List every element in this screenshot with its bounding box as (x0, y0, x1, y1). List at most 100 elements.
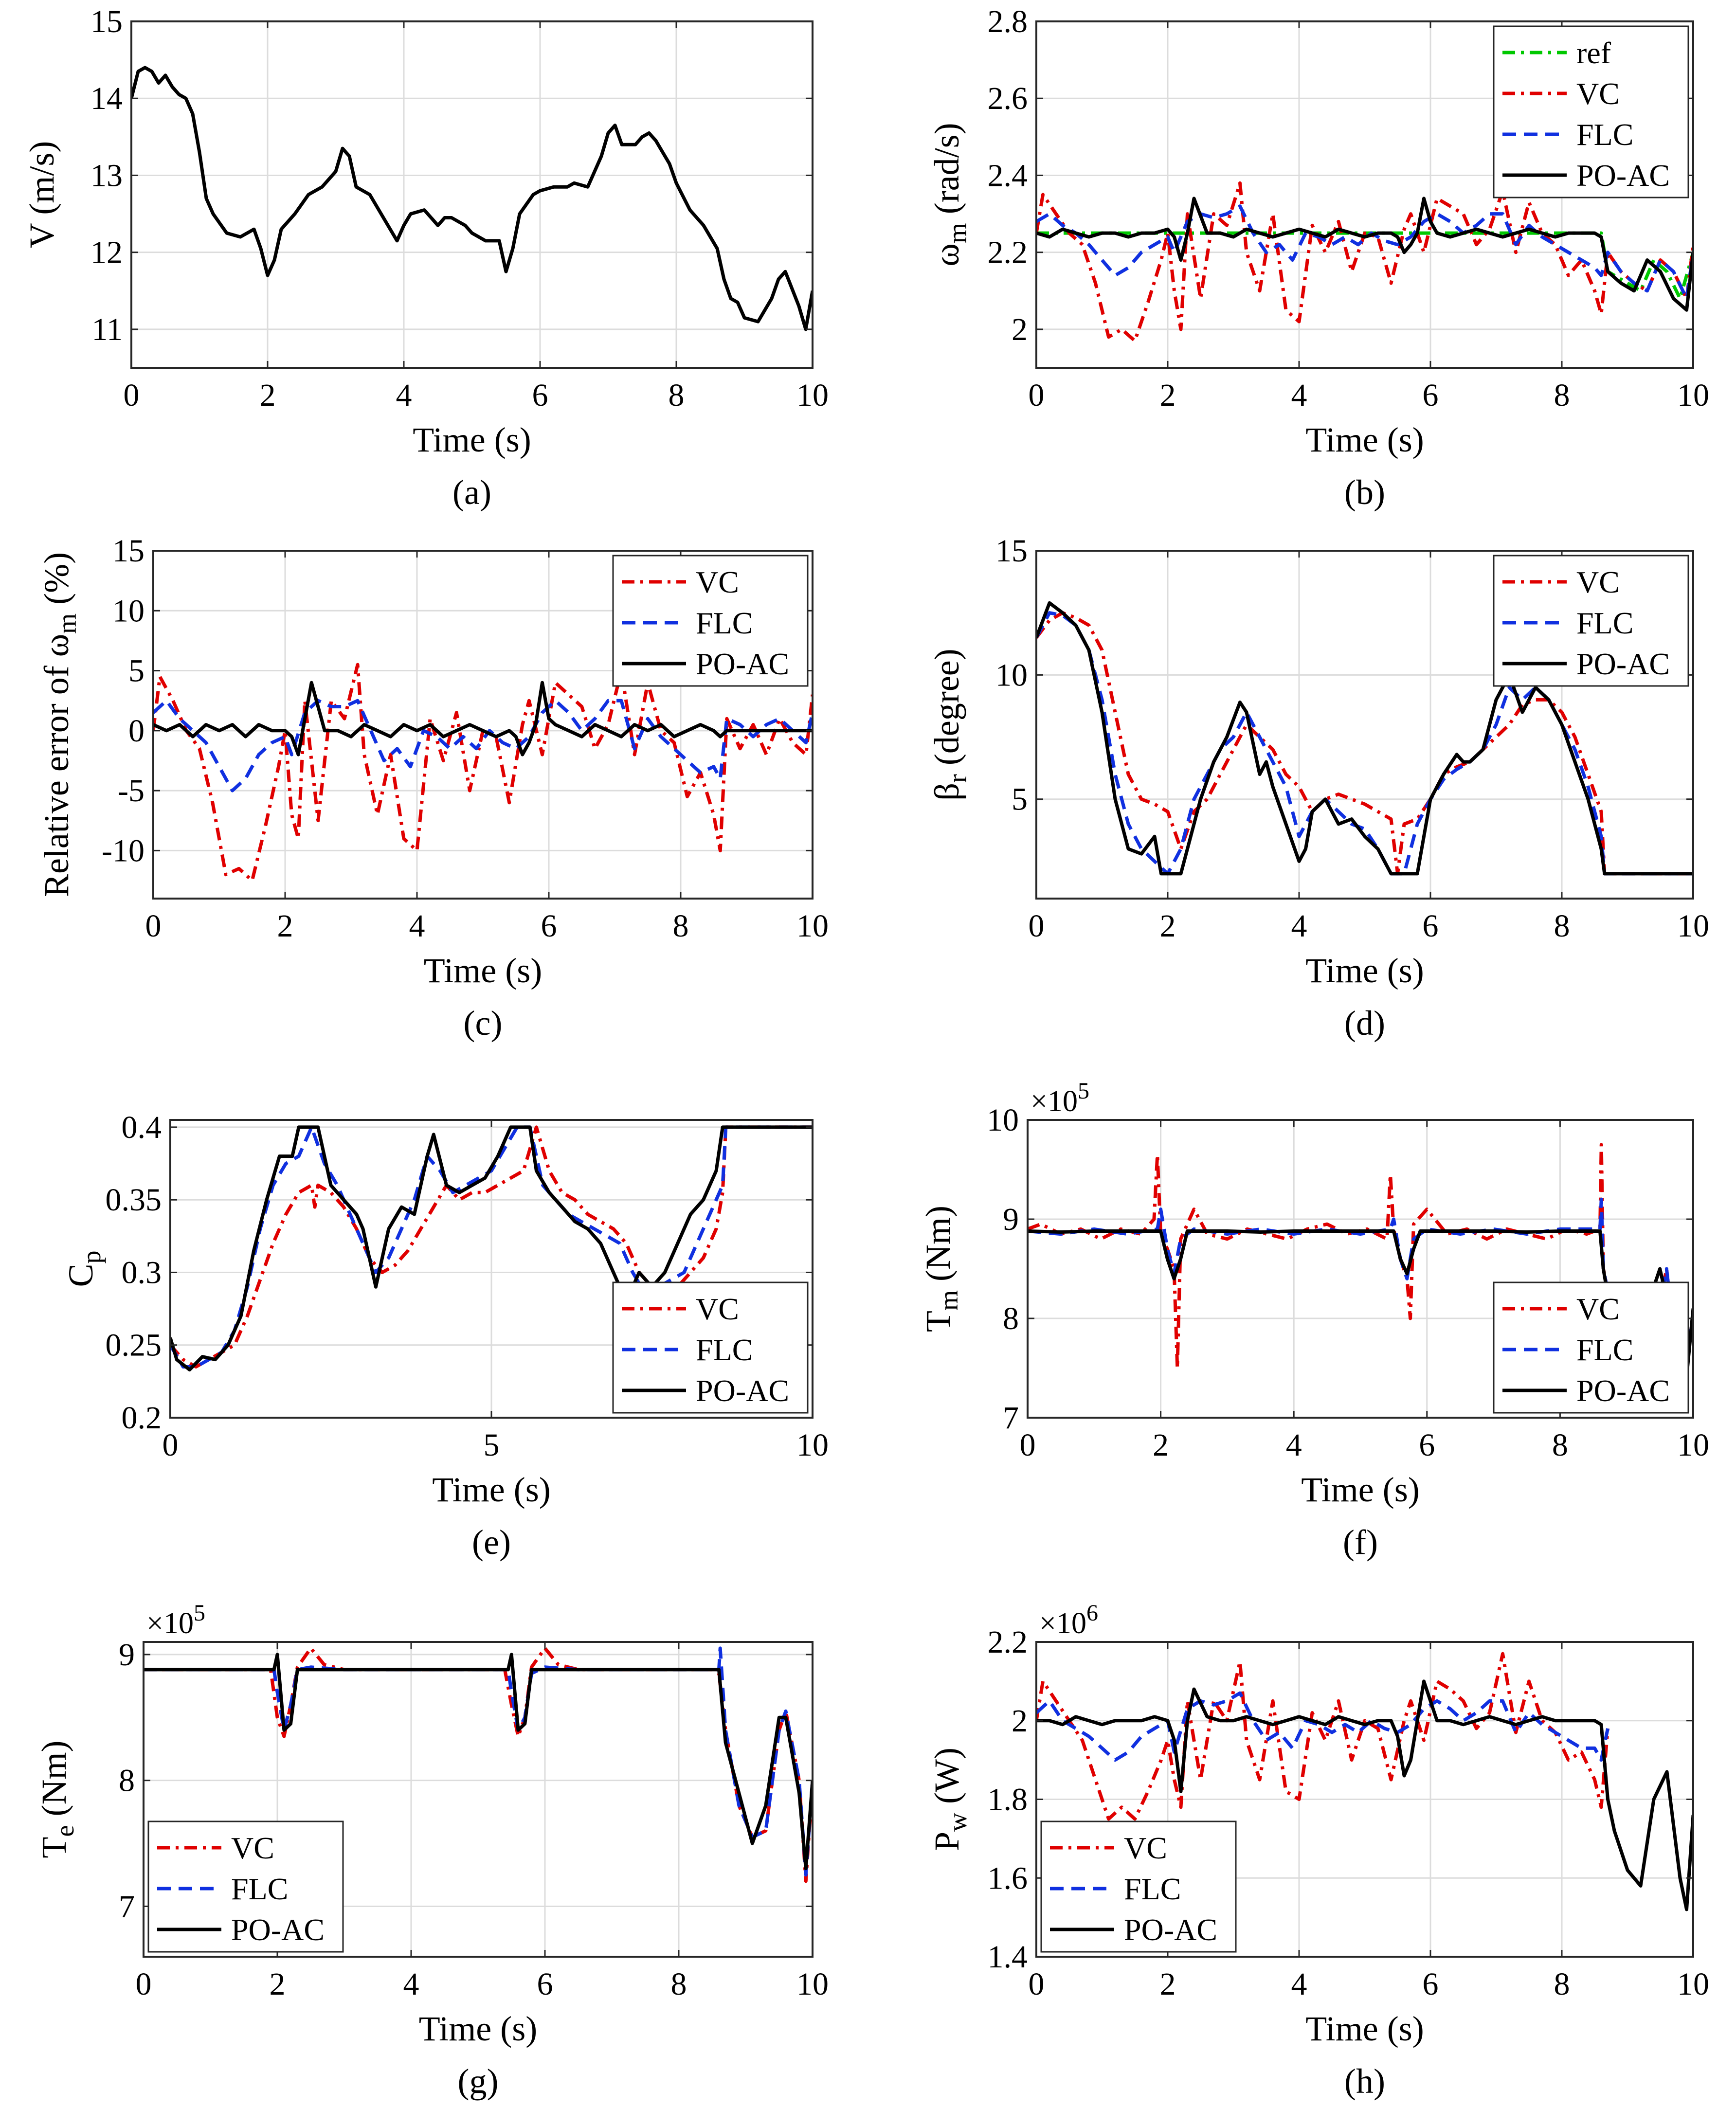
series-vc-line (1036, 181, 1693, 343)
x-tick-label: 6 (1423, 1966, 1439, 2002)
y-tick-label: 0.35 (106, 1182, 162, 1218)
y-tick-label: 2.8 (988, 4, 1028, 39)
legend-label: PO-AC (1124, 1912, 1217, 1947)
x-tick-label: 2 (270, 1966, 286, 2002)
x-tick-label: 2 (1160, 908, 1176, 944)
y-axis-label: Pw (W) (927, 1748, 972, 1851)
legend: VC FLC PO-AC (612, 1281, 809, 1414)
y-axis-label: Tm (Nm) (919, 1206, 963, 1332)
y-tick-label: 1.4 (988, 1939, 1028, 1975)
series-flc-line (1036, 204, 1693, 301)
x-tick-label: 6 (1423, 378, 1439, 413)
y-tick-label: 2.6 (988, 81, 1028, 116)
legend: VC FLC PO-AC (147, 1820, 344, 1953)
y-tick-label: 15 (90, 4, 123, 39)
x-tick-label: 10 (1677, 908, 1709, 944)
plot-area (131, 21, 813, 368)
x-axis-label: Time (s) (424, 951, 542, 990)
x-tick-label: 4 (396, 378, 412, 413)
legend: VC FLC PO-AC (612, 555, 809, 687)
series-po-ac-line (1036, 197, 1693, 312)
panel-caption: (c) (464, 1004, 503, 1043)
legend-label: PO-AC (1576, 1373, 1670, 1408)
y-tick-label: 8 (119, 1763, 135, 1799)
x-axis-label: Time (s) (1305, 2009, 1424, 2048)
legend-label: FLC (1576, 606, 1633, 640)
legend-label: FLC (696, 606, 753, 640)
x-tick-label: 10 (1677, 1966, 1709, 2002)
legend-label: PO-AC (1576, 158, 1670, 193)
y-tick-label: 0.2 (122, 1400, 162, 1436)
x-axis-label: Time (s) (419, 2009, 537, 2048)
series-po-ac-line (153, 681, 813, 757)
x-tick-label: 6 (541, 908, 557, 944)
x-tick-label: 2 (1153, 1427, 1169, 1463)
x-tick-label: 0 (1029, 908, 1045, 944)
x-tick-label: 2 (260, 378, 276, 413)
y-tick-label: 12 (90, 235, 123, 270)
legend-label: VC (696, 565, 739, 599)
x-tick-label: 0 (1029, 1966, 1045, 2002)
series-flc-line (153, 699, 813, 793)
x-tick-label: 8 (1554, 1966, 1570, 2002)
y-tick-label: 8 (1003, 1301, 1019, 1336)
series-vc-line (153, 663, 813, 883)
legend-label: VC (696, 1292, 739, 1326)
x-tick-label: 8 (1554, 908, 1570, 944)
axis-multiplier: ×105 (1031, 1078, 1089, 1118)
legend-label: PO-AC (231, 1912, 325, 1947)
y-tick-label: 15 (112, 533, 145, 569)
chart-f: 0 2 4 6 8 10 7 8 9 10 Time (s) (f) Tm (Nm) ×105 VC FLC P… (919, 1078, 1709, 1562)
legend-label: VC (231, 1831, 274, 1865)
x-tick-label: 0 (1029, 378, 1045, 413)
panel-caption: (g) (458, 2062, 499, 2101)
series-vc-line (1028, 1143, 1693, 1390)
legend-label: PO-AC (696, 1373, 789, 1408)
x-tick-label: 10 (796, 908, 829, 944)
legend-label: VC (1124, 1831, 1167, 1865)
x-tick-label: 0 (145, 908, 162, 944)
legend: ref VC FLC PO-AC (1493, 25, 1689, 198)
legend-label: VC (1576, 76, 1620, 111)
x-tick-label: 8 (671, 1966, 687, 2002)
panel-caption: (f) (1343, 1523, 1378, 1562)
x-tick-label: 2 (277, 908, 293, 944)
legend-label: FLC (1124, 1872, 1181, 1906)
legend-label: ref (1576, 36, 1611, 70)
y-tick-label: -5 (118, 773, 145, 809)
y-tick-label: 10 (987, 1102, 1019, 1138)
y-axis-label: Relative error of ωm (%) (37, 552, 82, 897)
y-tick-label: 2.4 (988, 158, 1028, 193)
chart-c: 0 2 4 6 8 10 -10 -5 0 5 10 15 Time (s) (c) Relative er… (37, 533, 829, 1043)
x-axis-label: Time (s) (413, 420, 531, 459)
x-tick-label: 4 (409, 908, 425, 944)
axis-multiplier: ×106 (1039, 1600, 1098, 1640)
chart-g: 0 2 4 6 8 10 7 8 9 Time (s) (g) Te (Nm) ×105 VC FLC PO-… (35, 1600, 829, 2101)
x-tick-label: 10 (796, 378, 829, 413)
series-po-ac-line (144, 1653, 813, 1871)
x-tick-label: 8 (1554, 378, 1570, 413)
y-tick-label: 0.4 (122, 1110, 162, 1145)
y-axis-label: Cp (61, 1250, 106, 1287)
axes-frame (1027, 1119, 1694, 1419)
axis-multiplier: ×105 (146, 1600, 205, 1640)
legend-label: PO-AC (1576, 647, 1670, 681)
y-tick-label: 2.2 (988, 235, 1028, 270)
x-tick-label: 0 (1020, 1427, 1036, 1463)
legend-box (1493, 25, 1689, 198)
x-tick-label: 10 (1677, 1427, 1709, 1463)
x-tick-label: 4 (403, 1966, 419, 2002)
x-tick-label: 4 (1291, 1966, 1307, 2002)
legend: VC FLC PO-AC (1493, 555, 1689, 687)
y-tick-label: 13 (90, 158, 123, 193)
legend-label: FLC (1576, 1333, 1633, 1367)
x-tick-label: 2 (1160, 378, 1176, 413)
x-tick-label: 6 (1423, 908, 1439, 944)
series-vc-line (1036, 611, 1693, 876)
y-tick-label: 10 (995, 657, 1028, 693)
y-tick-label: -10 (102, 833, 145, 868)
chart-d: 0 2 4 6 8 10 5 10 15 Time (s) (d) βr (degree) VC FLC P… (927, 533, 1709, 1043)
y-tick-label: 0 (128, 713, 145, 749)
y-tick-label: 7 (1003, 1400, 1019, 1436)
